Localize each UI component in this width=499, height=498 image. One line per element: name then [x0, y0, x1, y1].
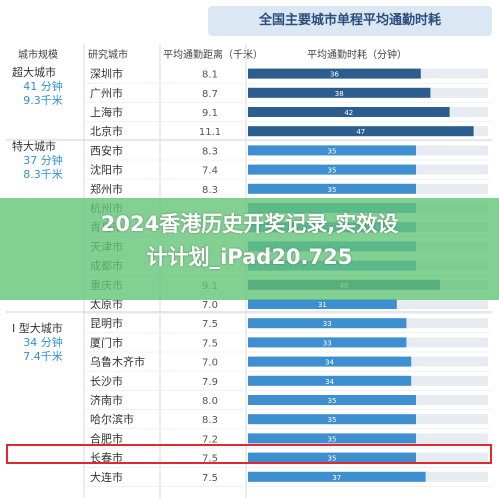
- bar-value-label: 33: [323, 320, 332, 328]
- tier-minutes: 41 分钟: [23, 80, 63, 93]
- city-label: 广州市: [90, 86, 123, 100]
- bar: [248, 375, 412, 386]
- city-label: 沈阳市: [90, 163, 123, 177]
- header-distance: 平均通勤距离（千米）: [163, 50, 263, 61]
- banner-line-2: 计计划_iPad20.725: [146, 245, 353, 269]
- chart-title: 全国主要城市单程平均通勤时耗: [258, 13, 441, 28]
- tier-super: 超大城市 41 分钟 9.3千米: [6, 66, 80, 108]
- tier-name: 超大城市: [12, 66, 56, 79]
- tier-name: I 型大城市: [12, 322, 63, 335]
- header-tier: 城市规模: [18, 50, 58, 61]
- bar-value-label: 33: [323, 339, 332, 347]
- bar-value-label: 34: [325, 359, 334, 367]
- distance-label: 11.1: [199, 127, 221, 138]
- bar: [248, 337, 407, 348]
- bar-value-label: 35: [328, 167, 337, 175]
- distance-label: 8.3: [202, 146, 218, 157]
- distance-label: 7.9: [202, 377, 218, 388]
- bar-value-label: 42: [344, 109, 353, 117]
- distance-label: 8.3: [202, 415, 218, 426]
- city-label: 大连市: [90, 470, 123, 484]
- city-label: 郑州市: [90, 182, 123, 196]
- distance-label: 7.5: [202, 319, 218, 330]
- bar: [248, 414, 416, 425]
- tier-minutes: 34 分钟: [23, 336, 63, 349]
- bar: [248, 299, 397, 309]
- bar-value-label: 35: [328, 455, 337, 463]
- tier-km: 8.3千米: [23, 168, 63, 181]
- distance-label: 7.0: [202, 300, 218, 311]
- banner-line-1: 2024香港历史开奖记录,实效设: [100, 212, 399, 236]
- banner-text: 2024香港历史开奖记录,实效设 计计划_iPad20.725: [0, 208, 499, 274]
- bar: [248, 395, 416, 405]
- bar: [248, 164, 416, 175]
- tier-type1: I 型大城市 34 分钟 7.4千米: [6, 322, 80, 364]
- distance-label: 7.5: [202, 338, 218, 349]
- bar-value-label: 35: [328, 435, 337, 443]
- city-label: 昆明市: [90, 316, 123, 330]
- bar-value-label: 35: [328, 416, 337, 424]
- bar-value-label: 37: [332, 474, 341, 482]
- distance-label: 7.2: [202, 434, 218, 445]
- bar-value-label: 38: [335, 90, 344, 98]
- distance-label: 7.5: [202, 473, 218, 484]
- bar: [248, 87, 431, 98]
- distance-label: 8.0: [202, 396, 218, 407]
- bar-value-label: 47: [356, 128, 365, 136]
- distance-label: 7.4: [202, 166, 218, 177]
- city-label: 长沙市: [90, 374, 123, 388]
- header-time: 平均通勤时耗（分钟）: [307, 50, 407, 61]
- city-label: 西安市: [90, 143, 123, 157]
- highlight-box-hefei: [6, 444, 492, 464]
- bar: [248, 145, 416, 156]
- bar: [248, 68, 421, 79]
- distance-label: 9.1: [202, 108, 218, 119]
- tier-km: 9.3千米: [23, 94, 63, 107]
- bar: [248, 183, 416, 194]
- city-label: 哈尔滨市: [90, 412, 134, 426]
- bar: [248, 433, 416, 444]
- header-city: 研究城市: [88, 50, 128, 61]
- bar-value-label: 31: [318, 301, 327, 309]
- city-label: 乌鲁木齐市: [90, 355, 145, 369]
- distance-label: 7.0: [202, 358, 218, 369]
- bar: [248, 107, 450, 117]
- city-label: 长春市: [90, 451, 123, 465]
- bar: [248, 452, 416, 463]
- city-label: 合肥市: [90, 431, 123, 445]
- city-label: 深圳市: [90, 67, 123, 81]
- city-label: 济南市: [90, 393, 123, 407]
- distance-label: 7.5: [202, 454, 218, 465]
- bar-value-label: 34: [325, 378, 334, 386]
- tier-mega: 特大城市 37 分钟 8.3千米: [6, 140, 80, 182]
- tier-name: 特大城市: [12, 140, 56, 153]
- bar: [248, 126, 474, 137]
- distance-label: 8.3: [202, 185, 218, 196]
- bar: [248, 471, 426, 482]
- bar: [248, 356, 412, 367]
- banner-overlay: [0, 198, 499, 300]
- distance-label: 8.1: [202, 70, 218, 81]
- city-label: 上海市: [90, 105, 123, 119]
- city-label: 厦门市: [90, 335, 123, 349]
- tier-km: 7.4千米: [23, 350, 63, 363]
- city-label: 北京市: [90, 124, 123, 138]
- tier-minutes: 37 分钟: [23, 154, 63, 167]
- bar: [248, 318, 407, 329]
- bar-value-label: 35: [328, 397, 337, 405]
- bar-value-label: 35: [328, 147, 337, 155]
- bar-value-label: 35: [328, 186, 337, 194]
- bar-value-label: 36: [330, 71, 339, 79]
- chart-title-bar: 全国主要城市单程平均通勤时耗: [208, 6, 492, 36]
- distance-label: 8.7: [202, 89, 218, 100]
- city-label: 太原市: [90, 297, 123, 311]
